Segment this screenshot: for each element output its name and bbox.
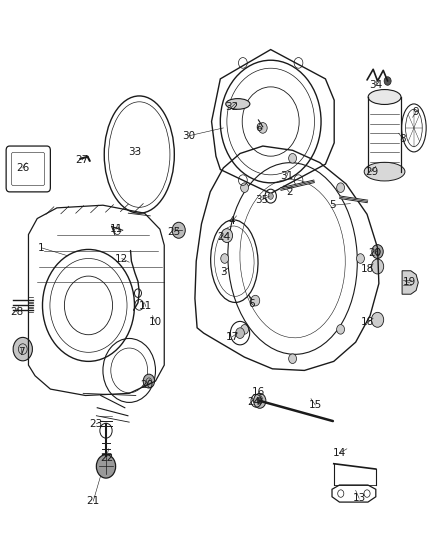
Circle shape [357,254,364,263]
Text: 22: 22 [100,454,113,463]
Text: 7: 7 [18,347,25,357]
Text: 19: 19 [403,278,416,287]
Polygon shape [402,271,418,294]
Text: 16: 16 [252,387,265,397]
Text: 9: 9 [413,107,420,117]
Text: 34: 34 [369,80,382,90]
Circle shape [337,183,345,192]
Circle shape [254,393,266,408]
Text: 6: 6 [255,123,262,133]
Text: 20: 20 [368,248,381,258]
Text: 13: 13 [353,494,366,503]
Circle shape [240,183,248,192]
Text: 12: 12 [115,254,128,263]
Text: 31: 31 [280,171,293,181]
Circle shape [143,374,155,388]
Circle shape [221,229,233,243]
Text: 15: 15 [309,400,322,410]
Circle shape [384,77,391,85]
Circle shape [172,222,185,238]
Circle shape [372,245,383,259]
Text: 23: 23 [90,419,103,429]
Circle shape [371,259,384,274]
Circle shape [337,325,345,334]
Text: 1: 1 [38,243,45,253]
Text: 18: 18 [361,318,374,327]
Ellipse shape [364,163,405,181]
Ellipse shape [226,99,250,109]
Circle shape [257,398,262,404]
Ellipse shape [368,164,401,179]
Text: 24: 24 [247,398,261,407]
Text: 25: 25 [168,227,181,237]
Circle shape [371,312,384,327]
Circle shape [268,193,273,199]
Text: 29: 29 [365,167,378,176]
Circle shape [251,295,260,306]
Ellipse shape [368,90,401,104]
Text: 5: 5 [329,200,336,210]
Text: 21: 21 [87,496,100,506]
Circle shape [240,325,248,334]
Text: 20: 20 [140,380,153,390]
Text: 24: 24 [217,232,230,242]
Text: 17: 17 [226,332,239,342]
Text: 3: 3 [220,267,227,277]
Circle shape [258,123,267,133]
Text: 8: 8 [399,134,406,143]
Text: 33: 33 [128,147,141,157]
Text: 2: 2 [286,187,293,197]
Text: 10: 10 [149,318,162,327]
Circle shape [289,154,297,163]
Text: 18: 18 [361,264,374,274]
Circle shape [221,254,229,263]
Circle shape [289,354,297,364]
Text: 35: 35 [255,195,268,205]
Text: 26: 26 [16,163,29,173]
Text: 4: 4 [229,216,236,226]
Circle shape [96,455,116,478]
Text: 32: 32 [226,102,239,111]
Text: 11: 11 [110,224,123,234]
Circle shape [236,328,244,338]
Text: 6: 6 [248,299,255,309]
Text: 30: 30 [182,131,195,141]
Text: 27: 27 [76,155,89,165]
Text: 28: 28 [10,307,23,317]
Text: 11: 11 [139,302,152,311]
Text: 14: 14 [333,448,346,458]
Circle shape [13,337,32,361]
